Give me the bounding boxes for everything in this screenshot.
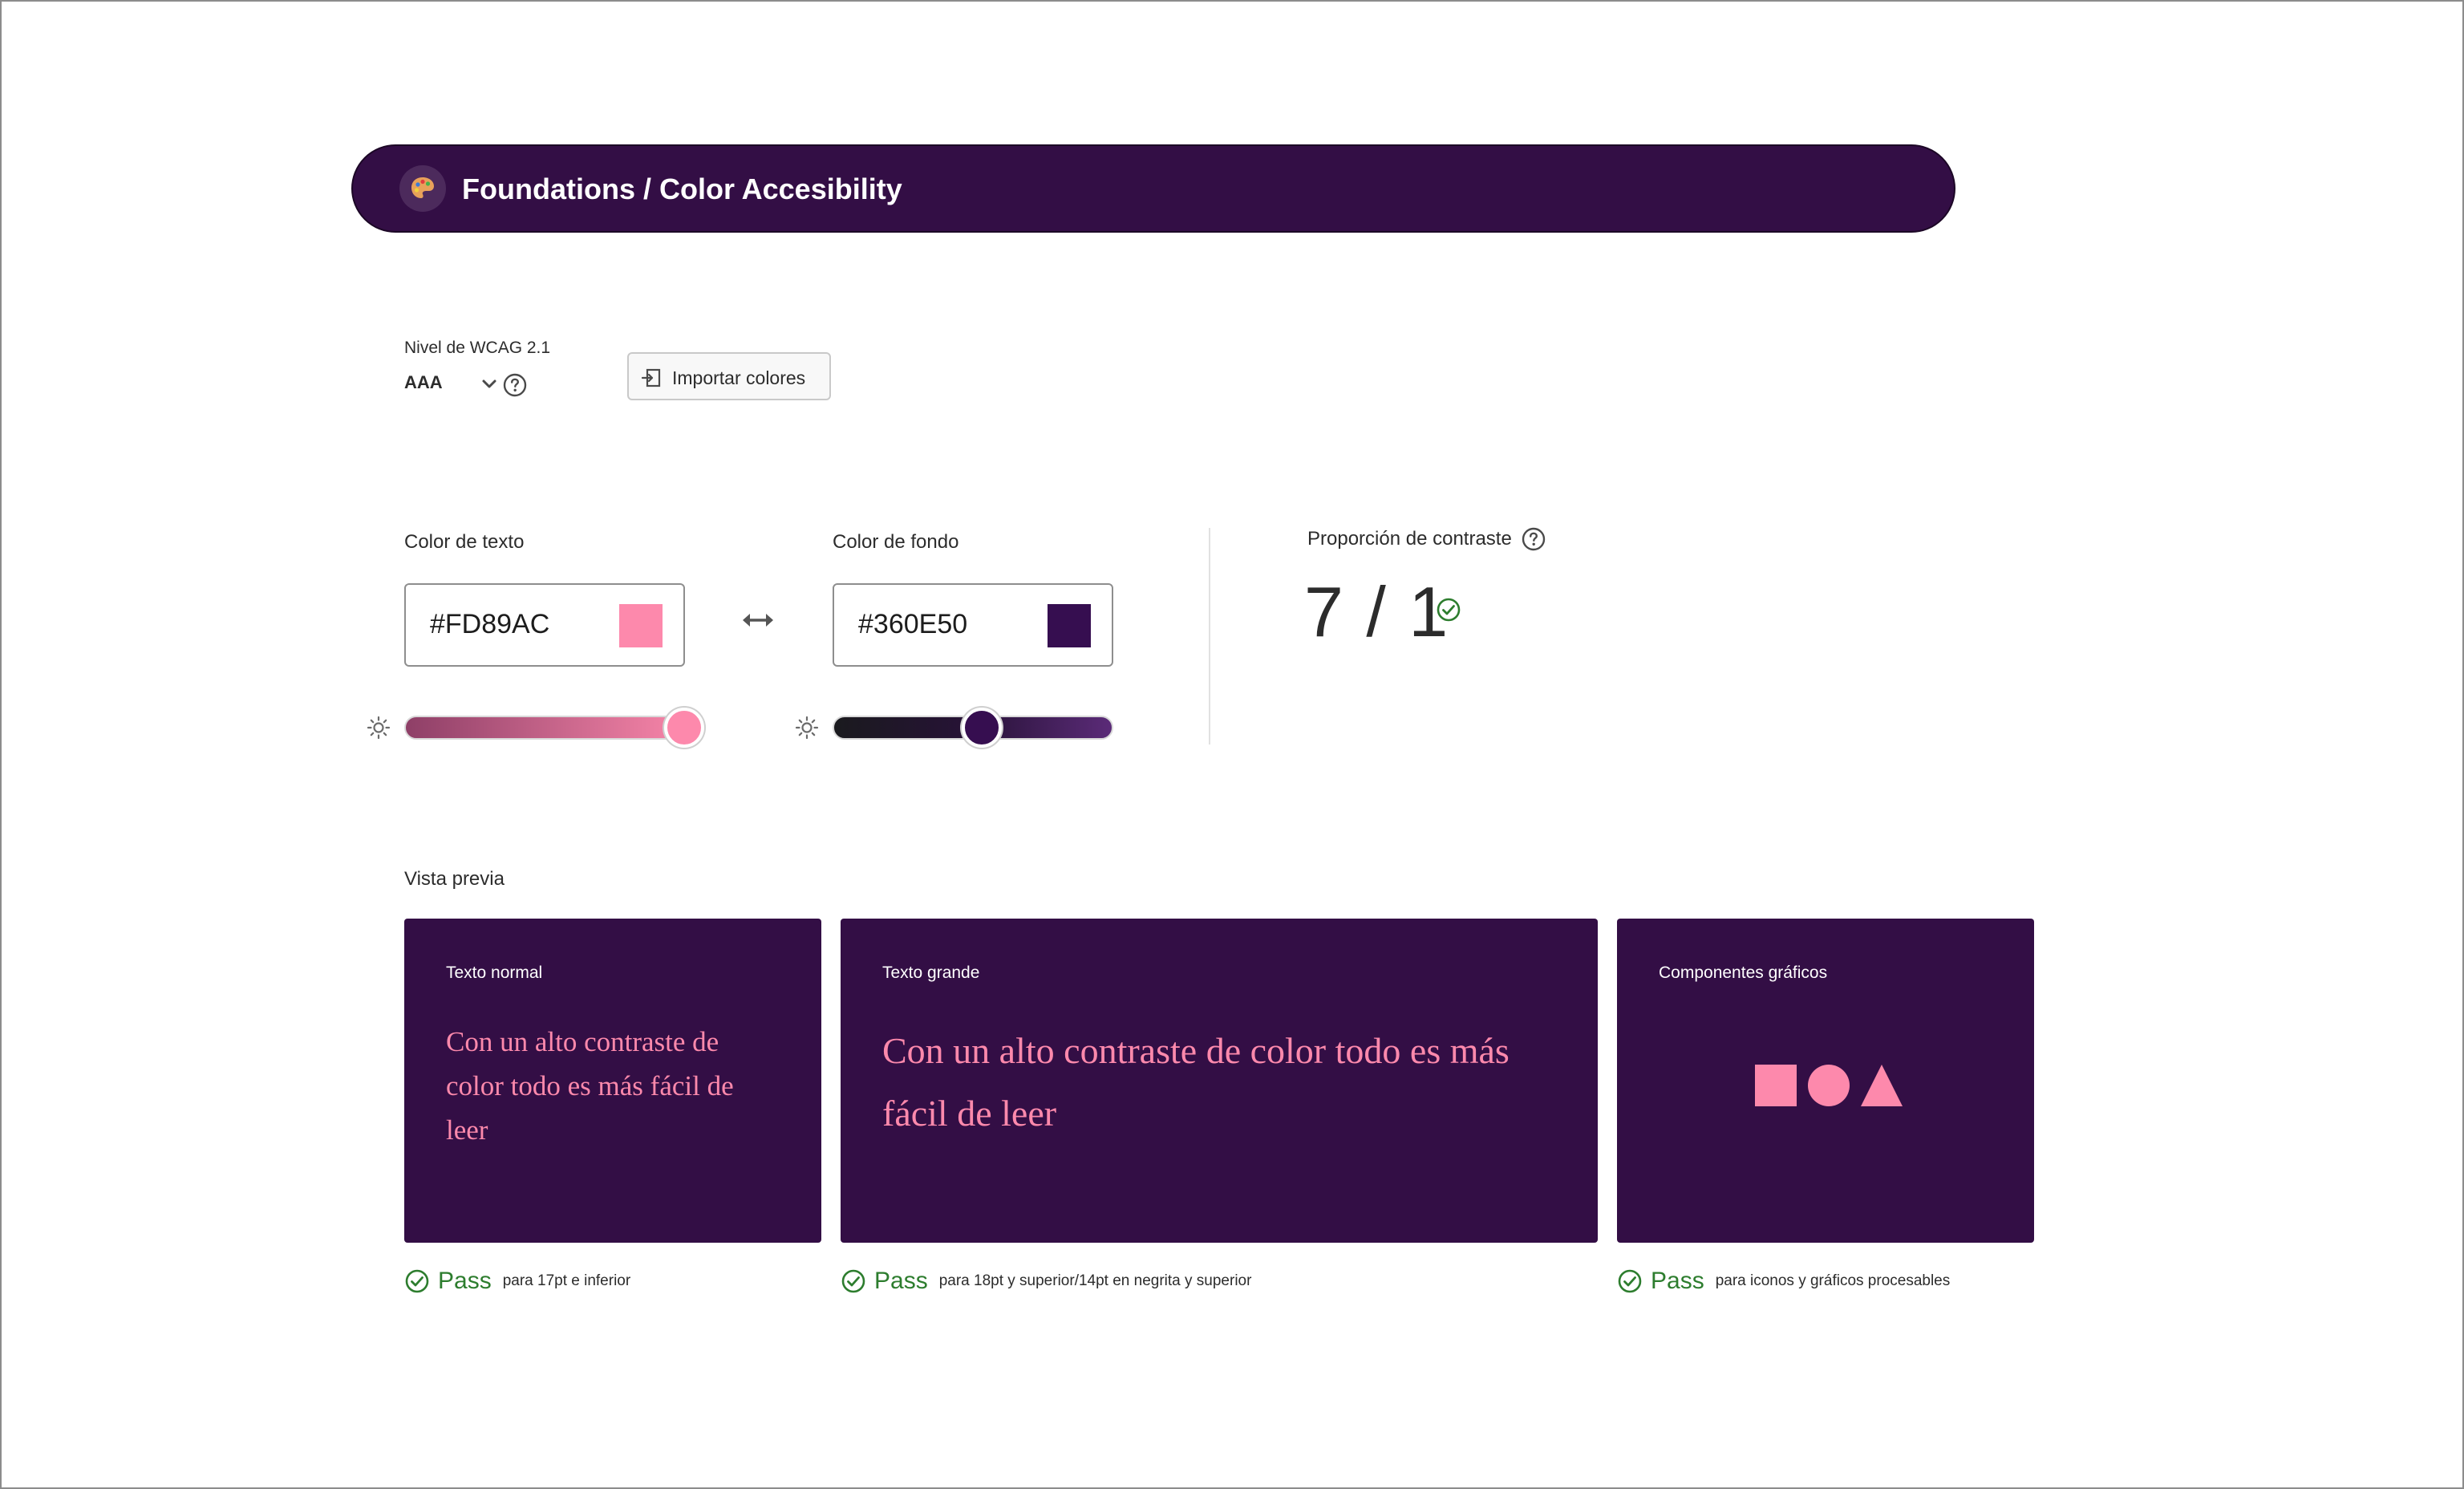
- check-circle-icon: [841, 1269, 865, 1293]
- page-header: Foundations / Color Accesibility: [351, 144, 1955, 233]
- text-color-label: Color de texto: [404, 531, 525, 553]
- text-color-swatch[interactable]: [619, 604, 663, 647]
- card-title: Texto normal: [446, 964, 543, 982]
- text-color-brightness-slider[interactable]: [404, 716, 701, 740]
- check-circle-icon: [405, 1269, 429, 1293]
- card-title: Texto grande: [882, 964, 980, 982]
- pass-label: Pass: [438, 1268, 492, 1294]
- chevron-down-icon[interactable]: [478, 374, 500, 395]
- text-color-field[interactable]: #FD89AC: [404, 583, 685, 667]
- contrast-ratio-label: Proporción de contraste: [1307, 528, 1512, 550]
- text-color-slider-handle[interactable]: [664, 708, 704, 748]
- preview-card-normal-text: Texto normal Con un alto contraste de co…: [404, 919, 821, 1243]
- contrast-ratio-value: 7 / 1: [1304, 572, 1450, 651]
- graphic-shapes: [1755, 1065, 1903, 1106]
- background-color-hex: #360E50: [858, 609, 968, 639]
- pass-description: para iconos y gráficos procesables: [1715, 1272, 1951, 1289]
- section-divider: [1209, 528, 1210, 744]
- swap-colors-icon[interactable]: [740, 608, 776, 632]
- import-colors-button[interactable]: Importar colores: [627, 352, 831, 400]
- pass-status-graphics: Pass para iconos y gráficos procesables: [1617, 1268, 1950, 1295]
- brightness-icon: [795, 716, 819, 740]
- circle-shape: [1808, 1065, 1850, 1106]
- sample-text: Con un alto contraste de color todo es m…: [882, 1030, 1510, 1134]
- triangle-shape: [1861, 1065, 1903, 1106]
- background-color-label: Color de fondo: [833, 531, 959, 553]
- wcag-level-label: Nivel de WCAG 2.1: [404, 339, 551, 357]
- pass-label: Pass: [874, 1268, 928, 1294]
- pass-description: para 17pt e inferior: [502, 1272, 631, 1289]
- help-icon[interactable]: [502, 372, 528, 398]
- help-icon[interactable]: [1521, 526, 1546, 552]
- check-circle-icon: [1437, 598, 1461, 622]
- text-color-hex: #FD89AC: [430, 609, 550, 639]
- page-title: Foundations / Color Accesibility: [462, 172, 902, 205]
- check-circle-icon: [1618, 1269, 1642, 1293]
- background-color-slider-handle[interactable]: [962, 708, 1002, 748]
- background-color-field[interactable]: #360E50: [833, 583, 1113, 667]
- preview-label: Vista previa: [404, 868, 505, 890]
- background-color-swatch[interactable]: [1048, 604, 1091, 647]
- pass-status-normal: Pass para 17pt e inferior: [404, 1268, 630, 1295]
- pass-status-large: Pass para 18pt y superior/14pt en negrit…: [841, 1268, 1251, 1295]
- import-colors-label: Importar colores: [672, 367, 806, 388]
- palette-icon: [399, 165, 446, 212]
- pass-description: para 18pt y superior/14pt en negrita y s…: [938, 1272, 1252, 1289]
- preview-card-large-text: Texto grande Con un alto contraste de co…: [841, 919, 1598, 1243]
- import-icon: [641, 368, 661, 387]
- brightness-icon: [367, 716, 391, 740]
- preview-card-graphics: Componentes gráficos: [1617, 919, 2034, 1243]
- square-shape: [1755, 1065, 1797, 1106]
- sample-text: Con un alto contraste de color todo es m…: [446, 1026, 734, 1146]
- wcag-level-value: AAA: [404, 372, 443, 392]
- card-title: Componentes gráficos: [1659, 964, 1828, 982]
- pass-label: Pass: [1651, 1268, 1704, 1294]
- wcag-level-select[interactable]: AAA: [404, 372, 527, 397]
